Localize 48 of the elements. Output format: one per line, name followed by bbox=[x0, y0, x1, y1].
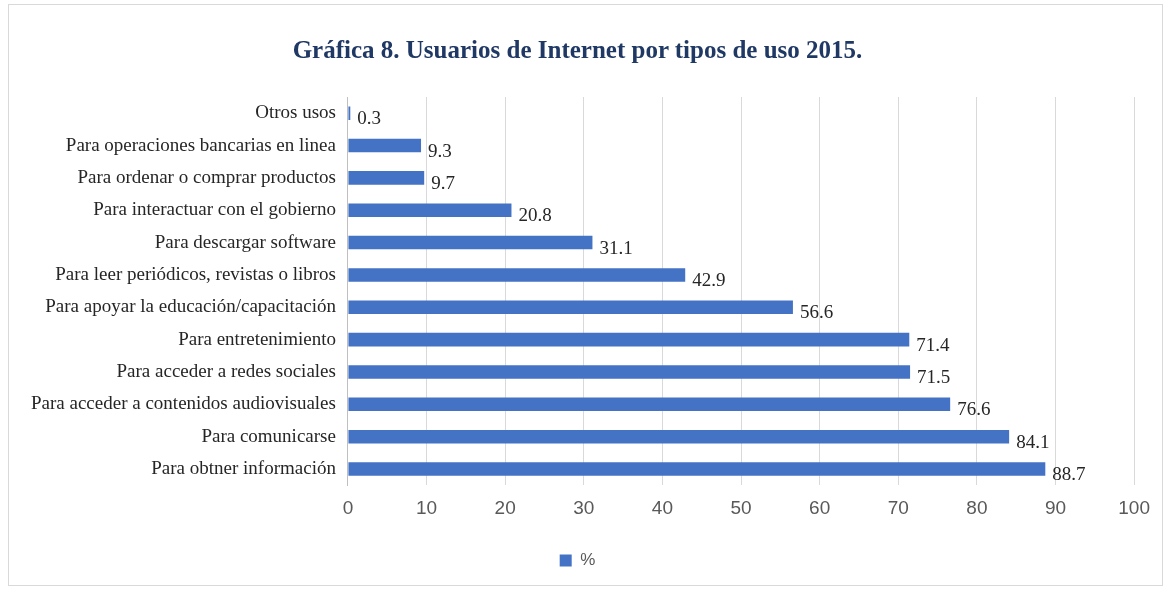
data-label: 56.6 bbox=[799, 301, 834, 323]
y-tick-label: Para entretenimiento bbox=[178, 327, 336, 349]
bar bbox=[348, 397, 951, 412]
y-tick-label: Para interactuar con el gobierno bbox=[93, 198, 336, 220]
y-tick-label: Para acceder a contenidos audiovisuales bbox=[30, 392, 336, 414]
y-tick-label: Para acceder a redes sociales bbox=[116, 359, 336, 381]
data-label: 31.1 bbox=[599, 236, 633, 258]
x-tick-label: 30 bbox=[573, 496, 595, 518]
bar bbox=[348, 138, 422, 153]
y-tick-label: Otros usos bbox=[255, 101, 336, 123]
bar bbox=[348, 429, 1010, 444]
data-label: 71.4 bbox=[916, 333, 951, 355]
bar bbox=[348, 203, 512, 218]
legend-label: % bbox=[580, 550, 596, 570]
x-tick-label: 90 bbox=[1044, 496, 1067, 518]
y-tick-label: Para leer periódicos, revistas o libros bbox=[55, 262, 336, 284]
data-label: 76.6 bbox=[957, 398, 991, 420]
bar bbox=[348, 332, 910, 347]
y-tick-label: Para apoyar la educación/capacitación bbox=[45, 295, 337, 317]
x-tick-label: 100 bbox=[1118, 496, 1150, 518]
data-label: 88.7 bbox=[1052, 463, 1086, 485]
bar bbox=[348, 462, 1046, 476]
x-tick-label: 70 bbox=[887, 496, 909, 518]
x-tick-label: 50 bbox=[730, 496, 752, 518]
chart-title: Gráfica 8. Usuarios de Internet por tipos de uso 2015. bbox=[292, 36, 863, 64]
x-tick-label: 80 bbox=[966, 496, 988, 518]
x-tick-label: 10 bbox=[415, 496, 438, 518]
data-label: 0.3 bbox=[357, 107, 382, 129]
data-label: 9.3 bbox=[428, 139, 452, 161]
x-tick-label: 20 bbox=[494, 496, 516, 518]
x-tick-label: 0 bbox=[342, 496, 354, 518]
bar bbox=[348, 235, 593, 250]
bar bbox=[348, 365, 911, 379]
y-tick-label: Para ordenar o comprar productos bbox=[77, 165, 336, 187]
y-tick-label: Para operaciones bancarias en linea bbox=[65, 133, 337, 155]
data-label: 84.1 bbox=[1016, 430, 1050, 452]
data-label: 20.8 bbox=[518, 204, 552, 226]
data-label: 42.9 bbox=[692, 268, 726, 290]
data-label: 71.5 bbox=[917, 365, 951, 387]
bar bbox=[348, 300, 793, 315]
y-tick-label: Para comunicarse bbox=[201, 424, 336, 446]
x-tick-label: 60 bbox=[809, 496, 831, 518]
bar bbox=[348, 171, 425, 185]
x-tick-label: 40 bbox=[651, 496, 673, 518]
data-label: 9.7 bbox=[431, 171, 455, 193]
bar bbox=[348, 268, 686, 282]
y-tick-label: Para obtner información bbox=[151, 457, 337, 479]
y-tick-label: Para descargar software bbox=[154, 230, 336, 252]
